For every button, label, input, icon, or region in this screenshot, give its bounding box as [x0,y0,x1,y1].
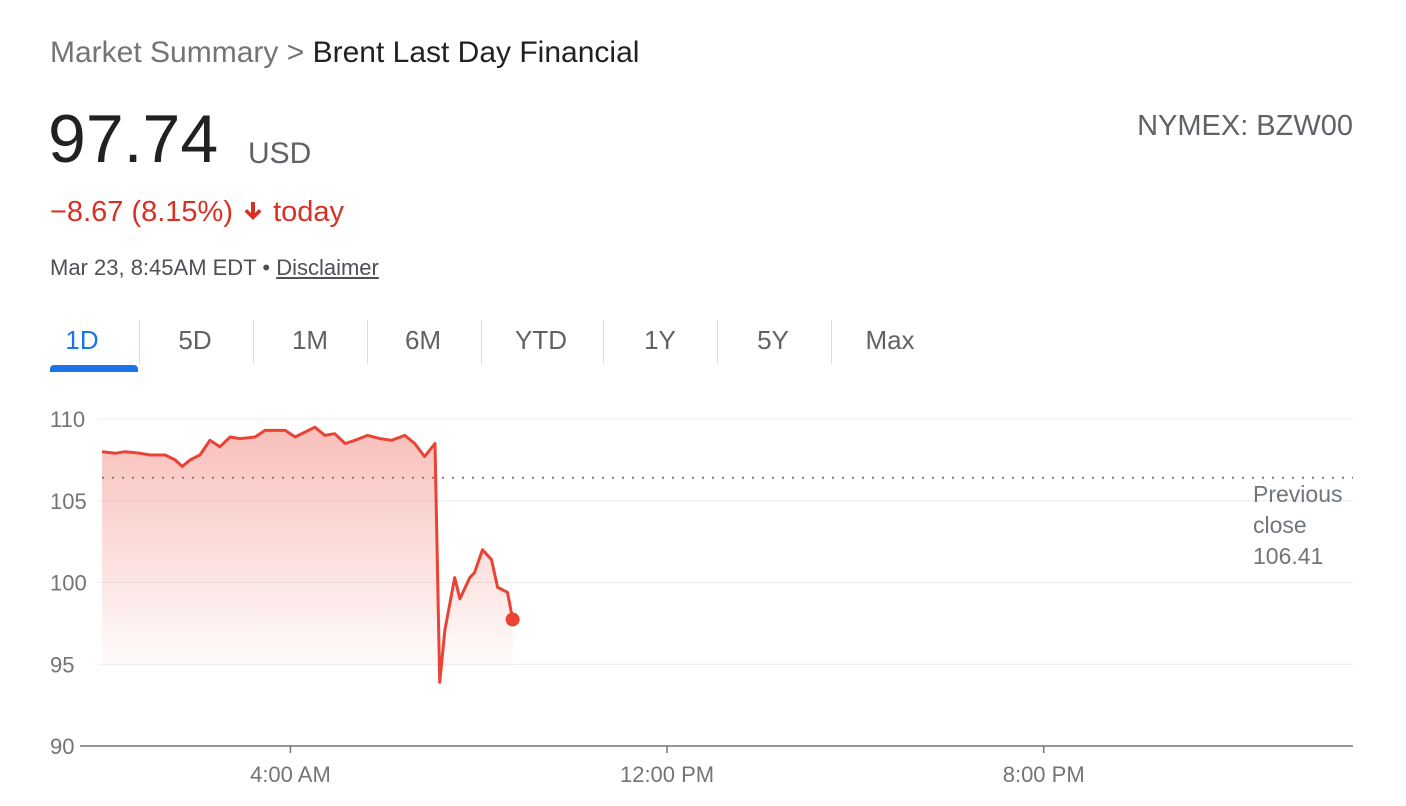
range-tab[interactable]: 5D [178,325,212,355]
y-tick-label: 110 [50,407,85,432]
tab-separator [831,320,832,364]
breadcrumb: Market Summary > Brent Last Day Financia… [50,36,639,70]
change: −8.67 (8.15%) [50,196,233,228]
previous-close-annotation: Previous close 106.41 [1253,479,1363,572]
price: 97.74 [48,101,219,177]
breadcrumb-root[interactable]: Market Summary [50,36,279,69]
breadcrumb-separator: > [286,36,305,69]
range-tab[interactable]: 6M [404,325,442,355]
range-tab[interactable]: 1M [291,325,329,355]
y-tick-label: 100 [50,571,87,596]
exchange: NYMEX: BZW00 [1137,110,1353,142]
tab-separator [367,320,368,364]
change-period: today [273,196,345,228]
selected-tab-indicator [50,365,138,372]
timestamp-row: Mar 23, 8:45AM EDT • Disclaimer [50,255,379,281]
previous-close-value: 106.41 [1253,543,1324,569]
y-tick-label: 90 [50,734,74,759]
price-area [102,427,513,683]
y-tick-label: 105 [50,489,87,514]
range-tab[interactable]: 5Y [757,325,789,355]
price-line [101,425,515,684]
x-tick-label: 8:00 PM [1003,762,1085,787]
change-row: −8.67 (8.15%) today [50,196,344,229]
x-tick-label: 4:00 AM [250,762,331,787]
down-arrow-icon [244,202,262,220]
last-price-dot [505,612,520,627]
range-tab[interactable]: Max [865,325,915,355]
range-tab[interactable]: YTD [515,325,567,355]
currency: USD [248,137,312,170]
timestamp-separator: • [262,255,271,280]
y-tick-label: 95 [50,652,74,677]
disclaimer-link[interactable]: Disclaimer [276,255,379,280]
range-tab[interactable]: 1D [65,325,99,355]
tab-separator [139,320,140,364]
timestamp: Mar 23, 8:45AM EDT [50,255,257,280]
tab-separator [603,320,604,364]
range-tab[interactable]: 1Y [644,325,676,355]
tab-separator [717,320,718,364]
x-tick-label: 12:00 PM [620,762,714,787]
tab-separator [253,320,254,364]
tab-separator [481,320,482,364]
instrument-name: Brent Last Day Financial [312,36,640,69]
previous-close-label: Previous close [1253,481,1343,538]
